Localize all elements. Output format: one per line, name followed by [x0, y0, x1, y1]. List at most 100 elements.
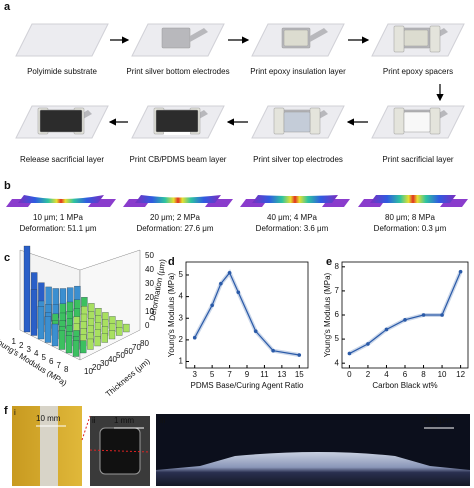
spacer: [273, 107, 285, 135]
bar-3d: [51, 323, 59, 347]
y-tick-label: 7: [335, 286, 340, 295]
electrode: [161, 27, 191, 49]
bar-3d: [116, 327, 123, 336]
chart: d 1 2 3 4 5 3 5 7 9 11 13 15 PDMS Base/Curing Agent R…: [167, 256, 309, 390]
bar-3d: [58, 330, 66, 350]
x-tick-label: 4: [384, 370, 389, 379]
data-point: [440, 313, 444, 317]
y-tick-label: 4: [179, 292, 184, 301]
y-tick-label: 5: [179, 270, 184, 279]
data-point: [347, 351, 352, 356]
y-tick-label: 6: [335, 310, 340, 319]
line-halo: [348, 270, 463, 356]
spacer: [429, 107, 441, 135]
beam-params: 80 μm; 8 MPa: [385, 213, 436, 222]
bar-3d: [94, 336, 101, 347]
bar-3d: [65, 335, 73, 354]
bar-3d: [30, 289, 38, 336]
y-tick-label: 5: [42, 353, 47, 362]
beam-deformation: Deformation: 51.1 μm: [19, 224, 96, 233]
y-tick-label: 2: [179, 335, 184, 344]
panel-b: b 10 μm; 1 MPa Deformation: 51.1 μm 20 μm;…: [4, 180, 468, 233]
x-tick-label: 7: [227, 370, 232, 379]
photo-tag: iii: [160, 416, 166, 425]
x-tick-label: 80: [140, 339, 149, 348]
step-label: Print silver bottom electrodes: [126, 67, 229, 76]
y-tick-label: 8: [64, 365, 69, 374]
step-label: Print sacrificial layer: [382, 155, 453, 164]
beam-params: 10 μm; 1 MPa: [33, 213, 84, 222]
data-point: [219, 281, 223, 286]
step-label: Print epoxy insulation layer: [250, 67, 346, 76]
x-tick-label: 8: [421, 370, 426, 379]
scale-bar-label: 200 μm: [424, 416, 451, 425]
beam-deformation: Deformation: 27.6 μm: [136, 224, 213, 233]
beam-fem: [252, 195, 338, 203]
bar-3d: [101, 333, 108, 343]
x-tick-label: 30: [100, 359, 109, 368]
x-tick-label: 15: [295, 370, 304, 379]
y-tick-label: 2: [19, 341, 24, 350]
y-tick-label: 6: [49, 357, 54, 366]
beam: [155, 109, 199, 133]
x-tick-label: 13: [277, 370, 286, 379]
spacer: [393, 25, 405, 53]
electrode-tab: [310, 28, 328, 42]
bar-3d: [23, 245, 31, 333]
bar-3d: [37, 306, 45, 340]
z-tick-label: 0: [145, 321, 150, 330]
bar-3d: [44, 316, 52, 343]
bar-3d: [108, 330, 116, 340]
panel-label: b: [4, 180, 11, 192]
z-tick-label: 10: [145, 307, 154, 316]
sacrificial: [164, 132, 190, 135]
x-tick-label: 9: [245, 370, 250, 379]
step-label: Polyimide substrate: [27, 67, 97, 76]
z-tick-label: 40: [145, 265, 154, 274]
panel-label: c: [4, 252, 10, 264]
x-tick-label: 3: [192, 370, 197, 379]
beam: [39, 109, 83, 133]
x-tick-label: 5: [210, 370, 215, 379]
x-tick-label: 2: [366, 370, 371, 379]
step-label: Release sacrificial layer: [20, 155, 104, 164]
panel-label: a: [4, 1, 11, 13]
bar-3d: [72, 340, 80, 357]
y-tick-label: 3: [179, 313, 184, 322]
x-tick-label: 20: [92, 363, 101, 372]
series-line: [194, 271, 300, 356]
y-tick-label: 8: [335, 262, 340, 271]
x-tick-label: 10: [84, 367, 93, 376]
substrate: [15, 23, 109, 57]
photo-detail: [156, 452, 470, 486]
beam-deformation: Deformation: 0.3 μm: [374, 224, 447, 233]
beam-deformation: Deformation: 3.6 μm: [256, 224, 329, 233]
y-tick-label: 4: [335, 358, 340, 367]
bar-3d: [80, 340, 87, 354]
spacer: [393, 107, 405, 135]
y-tick-label: 5: [335, 334, 340, 343]
scale-bar-label: 10 mm: [36, 414, 61, 423]
x-tick-label: 11: [260, 370, 269, 379]
photo-tag: i: [14, 408, 16, 417]
data-point: [458, 269, 463, 274]
beam-fem: [370, 195, 456, 203]
z-tick-label: 50: [145, 251, 154, 260]
data-point: [297, 353, 302, 357]
y-tick-label: 1: [12, 337, 17, 346]
data-point: [271, 348, 275, 353]
zoom-line: [81, 415, 91, 441]
data-point: [403, 318, 407, 322]
data-point: [227, 271, 232, 275]
x-axis-label: PDMS Base/Curing Agent Ratio: [191, 381, 304, 390]
z-tick-label: 30: [145, 279, 154, 288]
data-point: [253, 329, 258, 334]
bar-3d: [87, 338, 94, 350]
y-tick-label: 4: [34, 349, 39, 358]
sacrificial: [403, 111, 431, 133]
x-tick-label: 0: [347, 370, 352, 379]
data-point: [421, 313, 426, 317]
scale-bar-label: 1 mm: [114, 416, 134, 425]
x-tick-label: 60: [124, 347, 133, 356]
